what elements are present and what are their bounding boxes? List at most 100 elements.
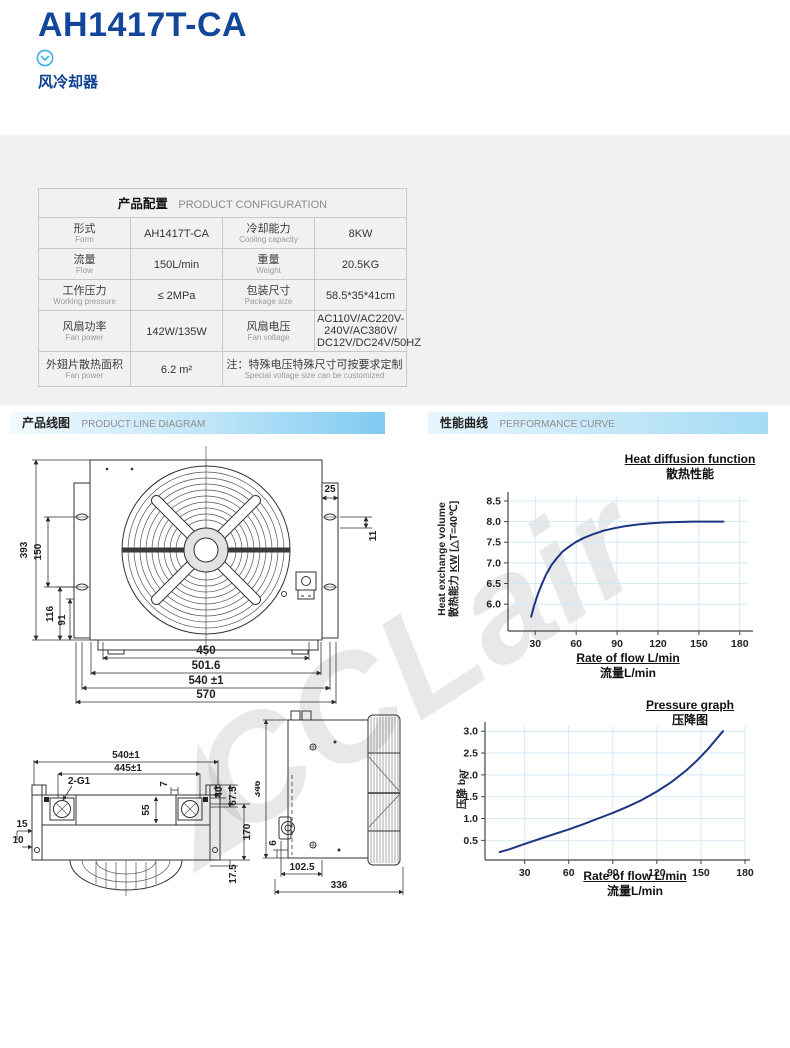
dim-label: 7 bbox=[159, 781, 170, 787]
dim-label: 2-G1 bbox=[68, 776, 91, 787]
svg-text:120: 120 bbox=[648, 867, 666, 879]
section-title-en: PERFORMANCE CURVE bbox=[499, 419, 615, 430]
spec-value: 8KW bbox=[348, 228, 373, 240]
section-title-zh: 性能曲线 bbox=[440, 416, 489, 430]
dim-label: 570 bbox=[196, 689, 215, 701]
config-table: 产品配置 PRODUCT CONFIGURATION 形式 Form AH1417… bbox=[38, 188, 421, 387]
dim-label: 445±1 bbox=[114, 763, 142, 774]
dim-label: 10 bbox=[12, 835, 24, 846]
table-row: 工作压力 Working pressure ≤ 2MPa 包装尺寸 Package … bbox=[38, 279, 407, 311]
fan-strut bbox=[226, 547, 290, 553]
spec-value: 20.5KG bbox=[341, 259, 380, 271]
spec-value: ≤ 2MPa bbox=[157, 290, 196, 302]
spec-label: 工作压力 bbox=[62, 284, 107, 297]
dim-label: 540±1 bbox=[112, 750, 140, 761]
chart-title-en: Heat diffusion function bbox=[624, 452, 756, 466]
dim-label: 450 bbox=[196, 645, 215, 657]
heat-chart-plot: 30 60 90 120 150 180 6.0 6.5 7.0 7.5 8.0 8.5 bbox=[486, 492, 753, 650]
top-view-diagram: 540±1 445±1 2-G1 7 55 40 67.5 170 17.5 1… bbox=[12, 750, 253, 896]
svg-text:180: 180 bbox=[736, 867, 754, 879]
svg-text:180: 180 bbox=[731, 638, 749, 650]
table-row: 外翅片散热面积 Fan power 6.2 m² 注：特殊电压特殊尺寸可按要求定制… bbox=[38, 351, 407, 387]
svg-text:7.5: 7.5 bbox=[486, 537, 501, 549]
table-title-zh: 产品配置 bbox=[117, 197, 168, 211]
dim-label: 346 bbox=[255, 780, 263, 797]
dim-label: 40 bbox=[214, 786, 225, 798]
dim-label: 55 bbox=[141, 804, 152, 816]
dim-label: 540 ±1 bbox=[188, 675, 224, 687]
dim-label: 150 bbox=[33, 543, 44, 560]
svg-text:8.5: 8.5 bbox=[486, 495, 501, 507]
spec-label: 重量 bbox=[257, 253, 280, 266]
dim-label: 91 bbox=[57, 614, 68, 626]
svg-text:60: 60 bbox=[570, 638, 582, 650]
page-title: AH1417T-CA bbox=[38, 6, 248, 44]
svg-text:6.5: 6.5 bbox=[486, 578, 501, 590]
dim-label: 17.5 bbox=[228, 864, 239, 884]
spec-value: 6.2 m² bbox=[160, 364, 193, 376]
svg-text:6.0: 6.0 bbox=[486, 599, 501, 611]
svg-text:2.0: 2.0 bbox=[463, 769, 478, 781]
svg-text:120: 120 bbox=[649, 638, 667, 650]
chart-title: Pressure graph 压降图 bbox=[590, 698, 790, 728]
svg-text:30: 30 bbox=[519, 867, 531, 879]
table-row: 流量 Flow 150L/min 重量 Weight 20.5KG bbox=[38, 248, 407, 280]
chart-title-zh: 散热性能 bbox=[665, 467, 714, 481]
table-header: 产品配置 PRODUCT CONFIGURATION bbox=[38, 188, 407, 218]
svg-text:90: 90 bbox=[611, 638, 623, 650]
chart-title-zh: 压降图 bbox=[671, 713, 708, 727]
spec-value: AH1417T-CA bbox=[144, 228, 209, 240]
dim-label: 25 bbox=[324, 484, 336, 495]
dim-label: 336 bbox=[331, 880, 348, 891]
page-subtitle: 风冷却器 bbox=[38, 74, 99, 91]
svg-text:0.5: 0.5 bbox=[463, 835, 478, 847]
dim-label: 11 bbox=[368, 530, 379, 541]
section-product-line-diagram: 产品线图 PRODUCT LINE DIAGRAM bbox=[10, 412, 385, 434]
svg-text:2.5: 2.5 bbox=[463, 748, 478, 760]
svg-text:7.0: 7.0 bbox=[486, 557, 501, 569]
svg-text:1.5: 1.5 bbox=[463, 791, 478, 803]
spec-value: 142W/135W bbox=[146, 326, 207, 338]
dim-label: 6 bbox=[268, 840, 279, 846]
dim-label: 102.5 bbox=[289, 862, 314, 873]
section-title-zh: 产品线图 bbox=[22, 416, 71, 430]
dim-label: 170 bbox=[242, 823, 253, 840]
spec-label: 冷却能力 bbox=[246, 222, 291, 235]
svg-text:90: 90 bbox=[607, 867, 619, 879]
dim-label: 15 bbox=[16, 819, 28, 830]
dim-label: 501.6 bbox=[192, 660, 221, 672]
svg-text:60: 60 bbox=[563, 867, 575, 879]
svg-text:150: 150 bbox=[692, 867, 710, 879]
spec-note: 注：特殊电压特殊尺寸可按要求定制 bbox=[226, 358, 403, 371]
svg-text:150: 150 bbox=[690, 638, 708, 650]
dim-label: 393 bbox=[19, 541, 30, 558]
chevron-down-icon[interactable] bbox=[36, 49, 54, 67]
spec-value: 150L/min bbox=[153, 259, 200, 271]
section-performance-curve: 性能曲线 PERFORMANCE CURVE bbox=[428, 412, 768, 434]
pressure-chart-plot: 30 60 90 120 150 180 0.5 1.0 1.5 2.0 2.5 3.0 bbox=[463, 722, 754, 879]
pressure-chart: Pressure graph 压降图 压降 bar 30 60 90 120 150 18… bbox=[430, 688, 790, 906]
spec-label: 流量 bbox=[73, 253, 96, 266]
svg-text:3.0: 3.0 bbox=[463, 726, 478, 738]
svg-text:1.0: 1.0 bbox=[463, 813, 478, 825]
spec-label: 形式 bbox=[73, 222, 96, 235]
x-axis-label: Rate of flow L/min 流量L/min bbox=[583, 869, 687, 898]
chart-title-en: Pressure graph bbox=[645, 698, 735, 712]
spec-label: 包装尺寸 bbox=[246, 284, 291, 297]
svg-text:8.0: 8.0 bbox=[486, 516, 501, 528]
y-axis-label: Heat exchange volume 散热能力 KW [△T=40℃] bbox=[436, 500, 460, 618]
table-row: 形式 Form AH1417T-CA 冷却能力 Cooling capacity 8… bbox=[38, 217, 407, 249]
table-row: 风扇功率 Fan power 142W/135W 风扇电压 Fan voltage … bbox=[38, 310, 421, 352]
junction-box bbox=[295, 571, 317, 591]
spec-value: AC110V/AC220V-240V/AC380V/ bbox=[317, 313, 405, 337]
spec-label: 风扇电压 bbox=[246, 320, 291, 333]
spec-label: 风扇功率 bbox=[62, 320, 107, 333]
dim-label: 116 bbox=[45, 605, 56, 622]
section-title-en: PRODUCT LINE DIAGRAM bbox=[81, 419, 206, 430]
chart-title: Heat diffusion function 散热性能 bbox=[590, 452, 790, 482]
svg-text:30: 30 bbox=[529, 638, 541, 650]
fan-strut bbox=[122, 547, 186, 553]
table-title-en: PRODUCT CONFIGURATION bbox=[178, 199, 328, 211]
dim-label: 67.5 bbox=[228, 786, 239, 806]
x-axis-label: Rate of flow L/min 流量L/min bbox=[576, 651, 680, 680]
